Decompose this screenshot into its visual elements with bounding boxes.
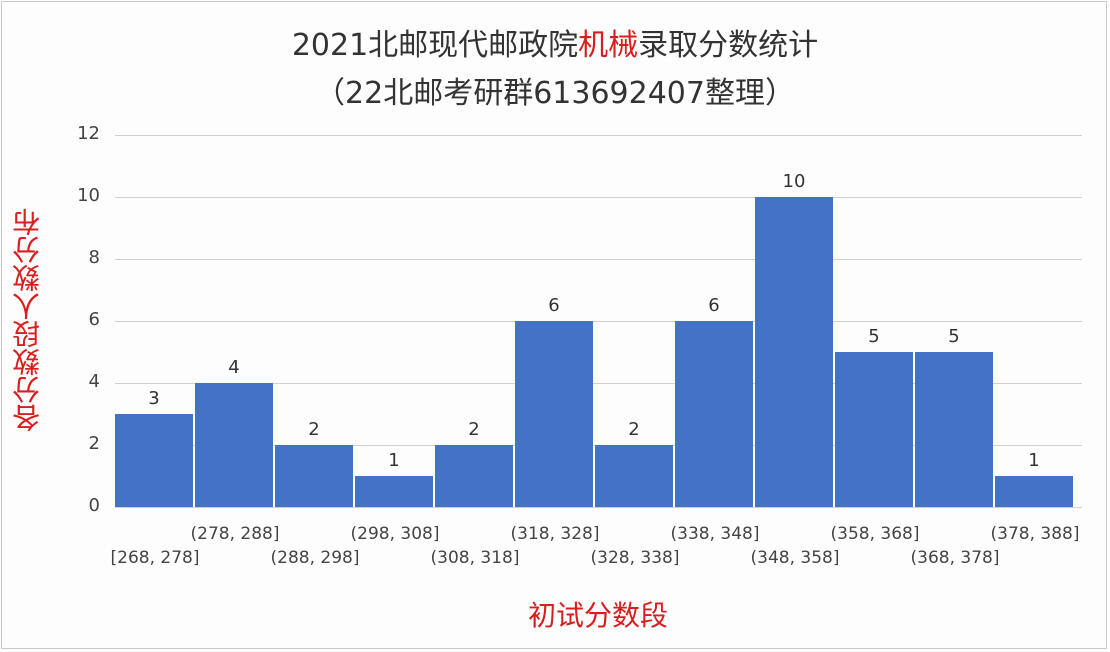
chart-title-line2: （22北邮考研群613692407整理） bbox=[315, 76, 795, 111]
title-prefix: 2021北邮现代邮政院 bbox=[291, 28, 579, 63]
bar-value-label: 2 bbox=[628, 419, 640, 440]
x-tick-label: (328, 338] bbox=[590, 548, 680, 568]
x-tick-label: (318, 328] bbox=[510, 524, 600, 544]
x-tick-label: [268, 278] bbox=[110, 548, 200, 568]
x-axis-label: 初试分数段 bbox=[527, 599, 668, 632]
bar-value-label: 5 bbox=[948, 326, 960, 347]
x-tick-label: (288, 298] bbox=[270, 548, 360, 568]
x-tick-label: (278, 288] bbox=[190, 524, 280, 544]
y-tick-label: 8 bbox=[88, 247, 100, 268]
bar-value-label: 1 bbox=[1028, 450, 1040, 471]
histogram-bar bbox=[995, 476, 1073, 507]
y-axis-label: 各分数段人数分布 bbox=[11, 208, 44, 432]
x-tick-label: (368, 378] bbox=[910, 548, 1000, 568]
y-tick-label: 6 bbox=[88, 309, 100, 330]
histogram-bar bbox=[275, 445, 353, 507]
y-tick-label: 2 bbox=[88, 433, 100, 454]
x-tick-label: (378, 388] bbox=[990, 524, 1080, 544]
histogram-bar bbox=[835, 352, 913, 507]
bar-value-label: 4 bbox=[228, 357, 240, 378]
y-tick-label: 10 bbox=[77, 185, 100, 206]
bar-value-label: 1 bbox=[388, 450, 400, 471]
bar-value-label: 2 bbox=[308, 419, 320, 440]
chart-title-line1: 2021北邮现代邮政院机械录取分数统计 bbox=[0, 20, 1110, 64]
x-tick-label: (338, 348] bbox=[670, 524, 760, 544]
x-tick-label: (298, 308] bbox=[350, 524, 440, 544]
bar-value-label: 10 bbox=[782, 171, 806, 192]
plot-area: 3 4 2 1 2 6 2 6 10 5 5 1 bbox=[115, 135, 1082, 508]
y-tick-label: 0 bbox=[88, 495, 100, 516]
bar-value-label: 6 bbox=[708, 295, 720, 316]
gridline bbox=[115, 259, 1082, 260]
histogram-bar bbox=[355, 476, 433, 507]
histogram-bar bbox=[675, 321, 753, 507]
gridline bbox=[115, 197, 1082, 198]
gridline bbox=[115, 507, 1082, 508]
y-tick-label: 4 bbox=[88, 371, 100, 392]
bar-value-label: 6 bbox=[548, 295, 560, 316]
histogram-bar bbox=[435, 445, 513, 507]
bar-value-label: 2 bbox=[468, 419, 480, 440]
histogram-bar bbox=[755, 197, 833, 507]
gridline bbox=[115, 383, 1082, 384]
x-tick-label: (308, 318] bbox=[430, 548, 520, 568]
histogram-bar bbox=[515, 321, 593, 507]
title-highlight: 机械 bbox=[578, 28, 639, 63]
gridline bbox=[115, 321, 1082, 322]
bar-value-label: 5 bbox=[868, 326, 880, 347]
x-tick-label: (358, 368] bbox=[830, 524, 920, 544]
x-tick-label: (348, 358] bbox=[750, 548, 840, 568]
histogram-bar bbox=[195, 383, 273, 507]
y-tick-label: 12 bbox=[77, 123, 100, 144]
gridline bbox=[115, 135, 1082, 136]
histogram-bar bbox=[595, 445, 673, 507]
bar-value-label: 3 bbox=[148, 388, 160, 409]
histogram-bar bbox=[915, 352, 993, 507]
title-suffix: 录取分数统计 bbox=[638, 28, 819, 63]
histogram-bar bbox=[115, 414, 193, 507]
